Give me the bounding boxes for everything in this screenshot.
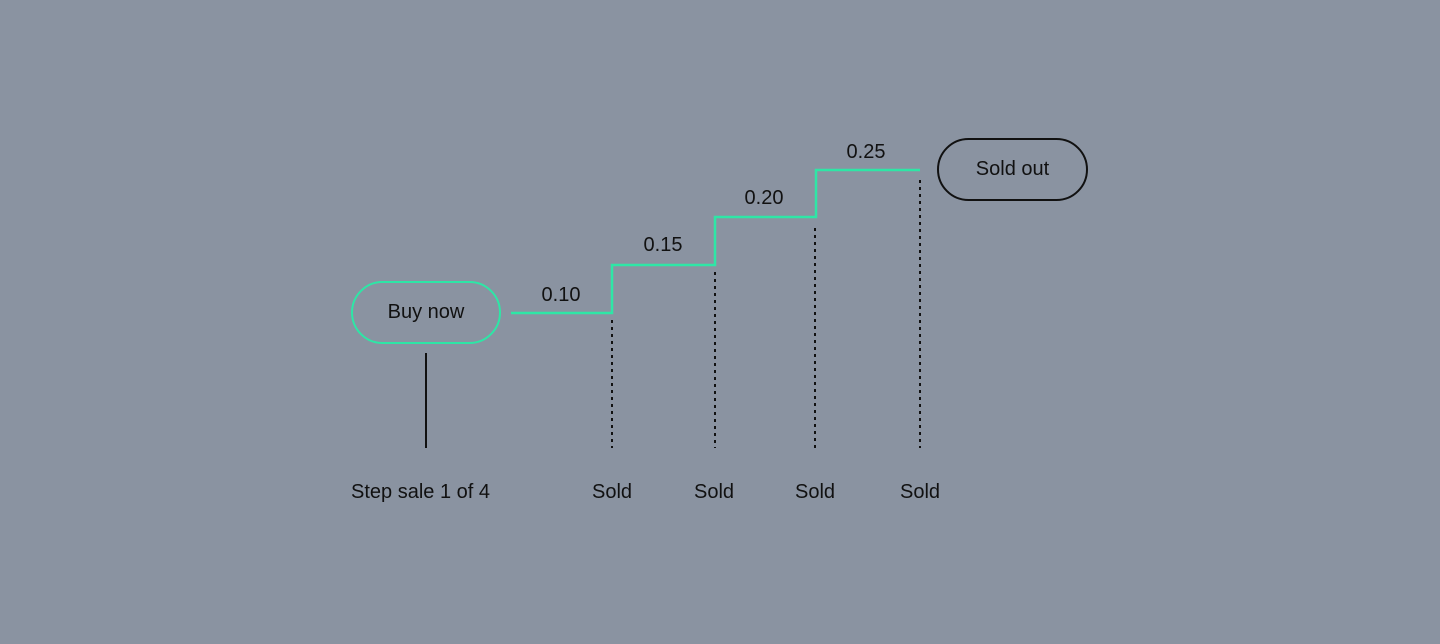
price-label-step-2: 0.15 bbox=[643, 234, 683, 256]
step-sale-caption: Step sale 1 of 4 bbox=[351, 481, 490, 503]
sold-out-button[interactable]: Sold out bbox=[937, 138, 1088, 201]
price-label-step-3: 0.20 bbox=[744, 187, 784, 209]
price-label-step-1: 0.10 bbox=[541, 284, 581, 306]
sold-label-4: Sold bbox=[899, 481, 941, 503]
price-step-line bbox=[511, 168, 920, 315]
sold-label-3: Sold bbox=[794, 481, 836, 503]
price-label-step-4: 0.25 bbox=[846, 141, 886, 163]
sold-label-1: Sold bbox=[591, 481, 633, 503]
sold-label-2: Sold bbox=[693, 481, 735, 503]
buy-now-button[interactable]: Buy now bbox=[351, 281, 501, 344]
